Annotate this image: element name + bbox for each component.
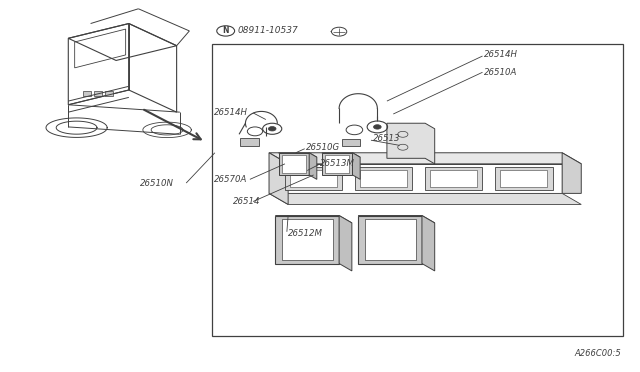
Text: 26514H: 26514H: [214, 108, 248, 118]
Text: A266C00:5: A266C00:5: [574, 349, 621, 358]
Text: 26513M: 26513M: [320, 158, 355, 168]
Bar: [365, 219, 415, 260]
Polygon shape: [269, 164, 562, 193]
Bar: [425, 167, 483, 190]
Bar: [275, 215, 339, 263]
Bar: [282, 219, 333, 260]
Bar: [355, 167, 412, 190]
Bar: [290, 170, 337, 187]
Bar: [285, 167, 342, 190]
Polygon shape: [562, 153, 581, 193]
Text: 26514H: 26514H: [484, 51, 518, 60]
Bar: [83, 91, 92, 96]
Polygon shape: [309, 153, 317, 179]
Polygon shape: [269, 153, 581, 164]
Text: 26514: 26514: [233, 197, 260, 206]
Bar: [212, 44, 623, 336]
Polygon shape: [275, 215, 352, 223]
Polygon shape: [358, 215, 435, 223]
Circle shape: [374, 125, 381, 129]
Polygon shape: [422, 215, 435, 271]
Polygon shape: [269, 153, 288, 205]
Text: N: N: [223, 26, 229, 35]
Circle shape: [268, 126, 276, 131]
Bar: [360, 170, 407, 187]
Bar: [342, 139, 360, 146]
Bar: [325, 155, 349, 173]
Bar: [282, 155, 306, 173]
Bar: [500, 170, 547, 187]
Polygon shape: [269, 193, 581, 205]
Text: 26513: 26513: [373, 134, 401, 143]
Bar: [495, 167, 552, 190]
Text: 26510N: 26510N: [140, 179, 174, 187]
Bar: [322, 153, 353, 175]
Bar: [358, 215, 422, 263]
Bar: [104, 91, 113, 96]
Polygon shape: [278, 153, 317, 157]
Text: 08911-10537: 08911-10537: [237, 26, 298, 35]
Bar: [278, 153, 309, 175]
Bar: [241, 138, 259, 146]
Polygon shape: [322, 153, 360, 157]
Polygon shape: [339, 215, 352, 271]
Text: 26512M: 26512M: [288, 229, 323, 238]
Bar: [430, 170, 477, 187]
Text: 26510A: 26510A: [484, 68, 518, 77]
Text: 26510G: 26510G: [306, 143, 340, 152]
Polygon shape: [387, 123, 435, 164]
Text: 26570A: 26570A: [214, 175, 248, 184]
Polygon shape: [353, 153, 360, 179]
Bar: [94, 91, 102, 96]
